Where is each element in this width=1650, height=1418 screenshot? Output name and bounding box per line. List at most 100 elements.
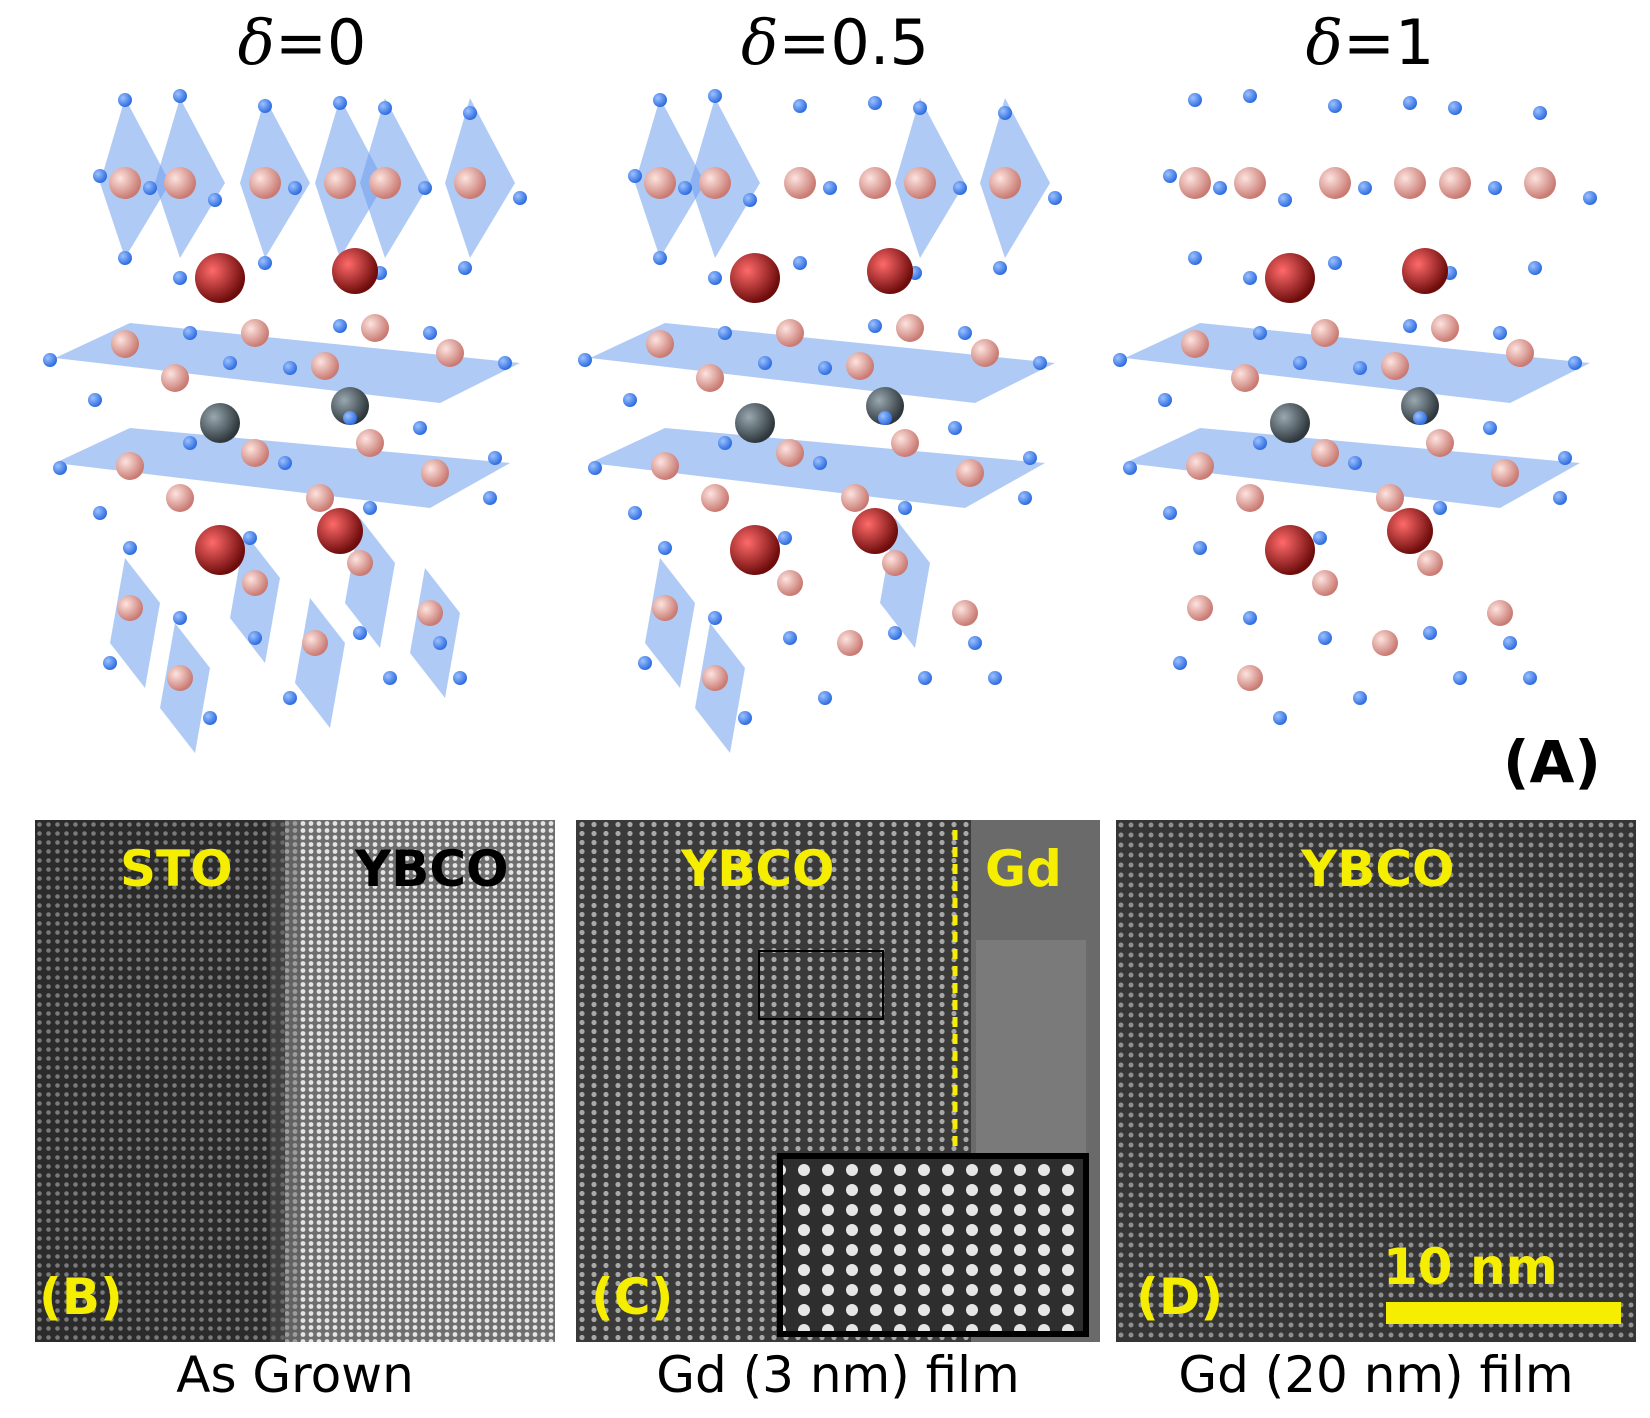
yttrium-atom bbox=[1270, 403, 1310, 443]
barium-atom bbox=[730, 253, 780, 303]
oxygen-atom bbox=[258, 99, 272, 113]
oxygen-atom bbox=[818, 691, 832, 705]
oxygen-atom bbox=[363, 501, 377, 515]
oxygen-atom bbox=[413, 421, 427, 435]
oxygen-atom bbox=[1493, 326, 1507, 340]
oxygen-atom bbox=[1033, 356, 1047, 370]
oxygen-atom bbox=[958, 326, 972, 340]
barium-atom bbox=[317, 508, 363, 554]
copper-atom bbox=[454, 167, 486, 199]
copper-atom bbox=[436, 339, 464, 367]
copper-atom bbox=[1439, 167, 1471, 199]
oxygen-atom bbox=[243, 531, 257, 545]
oxygen-atom bbox=[173, 271, 187, 285]
copper-atom bbox=[324, 167, 356, 199]
barium-atom bbox=[195, 525, 245, 575]
oxygen-atom bbox=[1553, 491, 1567, 505]
copper-atom bbox=[1426, 429, 1454, 457]
barium-atom bbox=[1265, 253, 1315, 303]
copper-atom bbox=[1372, 630, 1398, 656]
barium-atom bbox=[867, 248, 913, 294]
copper-atom bbox=[1381, 352, 1409, 380]
oxygen-atom bbox=[708, 89, 722, 103]
oxygen-atom bbox=[1423, 626, 1437, 640]
oxygen-atom bbox=[913, 101, 927, 115]
oxygen-atom bbox=[738, 711, 752, 725]
copper-atom bbox=[421, 459, 449, 487]
oxygen-atom bbox=[638, 656, 652, 670]
oxygen-atom bbox=[183, 436, 197, 450]
panel-label-a: (A) bbox=[1503, 728, 1601, 796]
crystal-structure-delta-1 bbox=[1113, 89, 1597, 725]
oxygen-atom bbox=[1558, 451, 1572, 465]
copper-atom bbox=[651, 452, 679, 480]
copper-atom bbox=[1231, 364, 1259, 392]
oxygen-atom bbox=[1453, 671, 1467, 685]
oxygen-atom bbox=[1328, 256, 1342, 270]
oxygen-atom bbox=[343, 411, 357, 425]
copper-atom bbox=[1181, 330, 1209, 358]
oxygen-atom bbox=[288, 181, 302, 195]
oxygen-atom bbox=[1348, 456, 1362, 470]
oxygen-atom bbox=[948, 421, 962, 435]
cuo-plane bbox=[295, 598, 345, 728]
copper-atom bbox=[109, 167, 141, 199]
yttrium-atom bbox=[331, 387, 369, 425]
copper-atom bbox=[989, 167, 1021, 199]
yttrium-atom bbox=[866, 387, 904, 425]
oxygen-atom bbox=[1188, 251, 1202, 265]
oxygen-atom bbox=[898, 501, 912, 515]
oxygen-atom bbox=[173, 89, 187, 103]
copper-atom bbox=[891, 429, 919, 457]
copper-atom bbox=[1394, 167, 1426, 199]
copper-atom bbox=[1237, 665, 1263, 691]
barium-atom bbox=[332, 248, 378, 294]
label-sto: STO bbox=[120, 840, 233, 898]
cuo-plane bbox=[410, 568, 460, 698]
panel-letter-d: (D) bbox=[1136, 1268, 1224, 1326]
copper-atom bbox=[952, 600, 978, 626]
copper-atom bbox=[702, 665, 728, 691]
copper-atom bbox=[776, 319, 804, 347]
panel-letter-b: (B) bbox=[39, 1268, 123, 1326]
oxygen-atom bbox=[1253, 436, 1267, 450]
oxygen-atom bbox=[123, 541, 137, 555]
oxygen-atom bbox=[1353, 361, 1367, 375]
copper-atom bbox=[652, 595, 678, 621]
copper-atom bbox=[644, 167, 676, 199]
copper-atom bbox=[904, 167, 936, 199]
oxygen-atom bbox=[463, 106, 477, 120]
oxygen-atom bbox=[1213, 181, 1227, 195]
copper-atom bbox=[1524, 167, 1556, 199]
copper-atom bbox=[417, 600, 443, 626]
oxygen-atom bbox=[453, 671, 467, 685]
oxygen-atom bbox=[1193, 541, 1207, 555]
oxygen-atom bbox=[1413, 411, 1427, 425]
oxygen-atom bbox=[103, 656, 117, 670]
barium-atom bbox=[730, 525, 780, 575]
oxygen-atom bbox=[1353, 691, 1367, 705]
oxygen-atom bbox=[488, 451, 502, 465]
copper-atom bbox=[1319, 167, 1351, 199]
barium-atom bbox=[852, 508, 898, 554]
oxygen-atom bbox=[203, 711, 217, 725]
oxygen-atom bbox=[783, 631, 797, 645]
cuo-plane bbox=[645, 558, 695, 688]
oxygen-atom bbox=[998, 106, 1012, 120]
yttrium-atom bbox=[200, 403, 240, 443]
copper-atom bbox=[841, 484, 869, 512]
oxygen-atom bbox=[1328, 99, 1342, 113]
tem-image-gd-20nm: YBCO 10 nm (D) bbox=[1116, 820, 1636, 1342]
copper-atom bbox=[167, 665, 193, 691]
oxygen-atom bbox=[278, 456, 292, 470]
oxygen-atom bbox=[1313, 531, 1327, 545]
oxygen-atom bbox=[248, 631, 262, 645]
tem-image-gd-3nm: YBCO Gd (C) bbox=[576, 820, 1100, 1342]
oxygen-atom bbox=[718, 326, 732, 340]
copper-atom bbox=[784, 167, 816, 199]
oxygen-atom bbox=[333, 319, 347, 333]
copper-atom bbox=[1431, 314, 1459, 342]
copper-atom bbox=[1187, 595, 1213, 621]
copper-atom bbox=[1506, 339, 1534, 367]
barium-atom bbox=[1402, 248, 1448, 294]
